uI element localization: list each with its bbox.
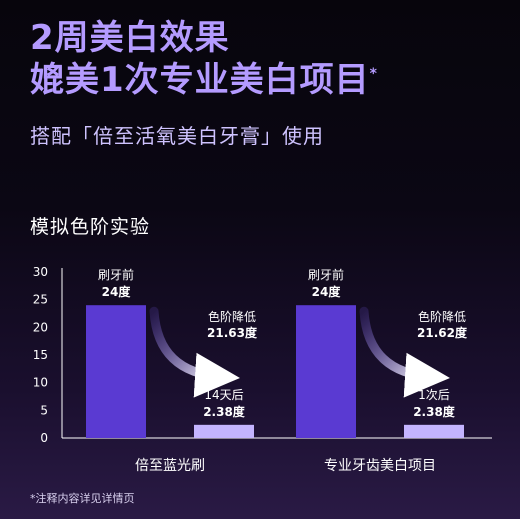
y-tick-label: 30: [33, 265, 48, 279]
decrease-label: 色阶降低: [208, 310, 256, 324]
y-tick-label: 5: [40, 403, 48, 417]
decrease-value: 21.63度: [207, 325, 258, 340]
headline-line-2: 媲美1次专业美白项目*: [30, 60, 378, 100]
bar-after: [404, 424, 464, 438]
chart-title: 模拟色阶实验: [30, 216, 151, 238]
bar-after-label: 1次后: [418, 388, 450, 402]
category-label: 倍至蓝光刷: [135, 458, 205, 474]
bar-after: [194, 424, 254, 438]
bar-before-value: 24度: [102, 284, 132, 299]
bar-before-label: 刷牙前: [98, 267, 134, 282]
y-tick-label: 25: [33, 293, 48, 307]
decrease-arrow: [149, 306, 240, 398]
bar-before-label: 刷牙前: [308, 267, 344, 282]
bar-before-value: 24度: [312, 284, 342, 299]
decrease-arrow: [359, 306, 450, 398]
y-tick-label: 20: [33, 320, 48, 334]
category-label: 专业牙齿美白项目: [324, 458, 436, 474]
y-tick-label: 0: [40, 431, 48, 445]
y-tick-label: 15: [33, 348, 48, 362]
bar-after-value: 2.38度: [413, 404, 456, 419]
y-tick-label: 10: [33, 376, 48, 390]
bar-before: [296, 305, 356, 438]
subtitle: 搭配「倍至活氧美白牙膏」使用: [30, 124, 324, 148]
decrease-value: 21.62度: [417, 325, 468, 340]
bar-after-label: 14天后: [204, 388, 243, 402]
footnote: *注释内容详见详情页: [30, 492, 135, 505]
bar-after-value: 2.38度: [203, 404, 246, 419]
headline-line-2-text: 媲美1次专业美白项目: [30, 60, 370, 100]
headline-line-1: 2周美白效果: [30, 18, 230, 58]
headline-footnote-mark: *: [369, 66, 378, 82]
decrease-label: 色阶降低: [418, 310, 466, 324]
bar-before: [86, 305, 146, 438]
